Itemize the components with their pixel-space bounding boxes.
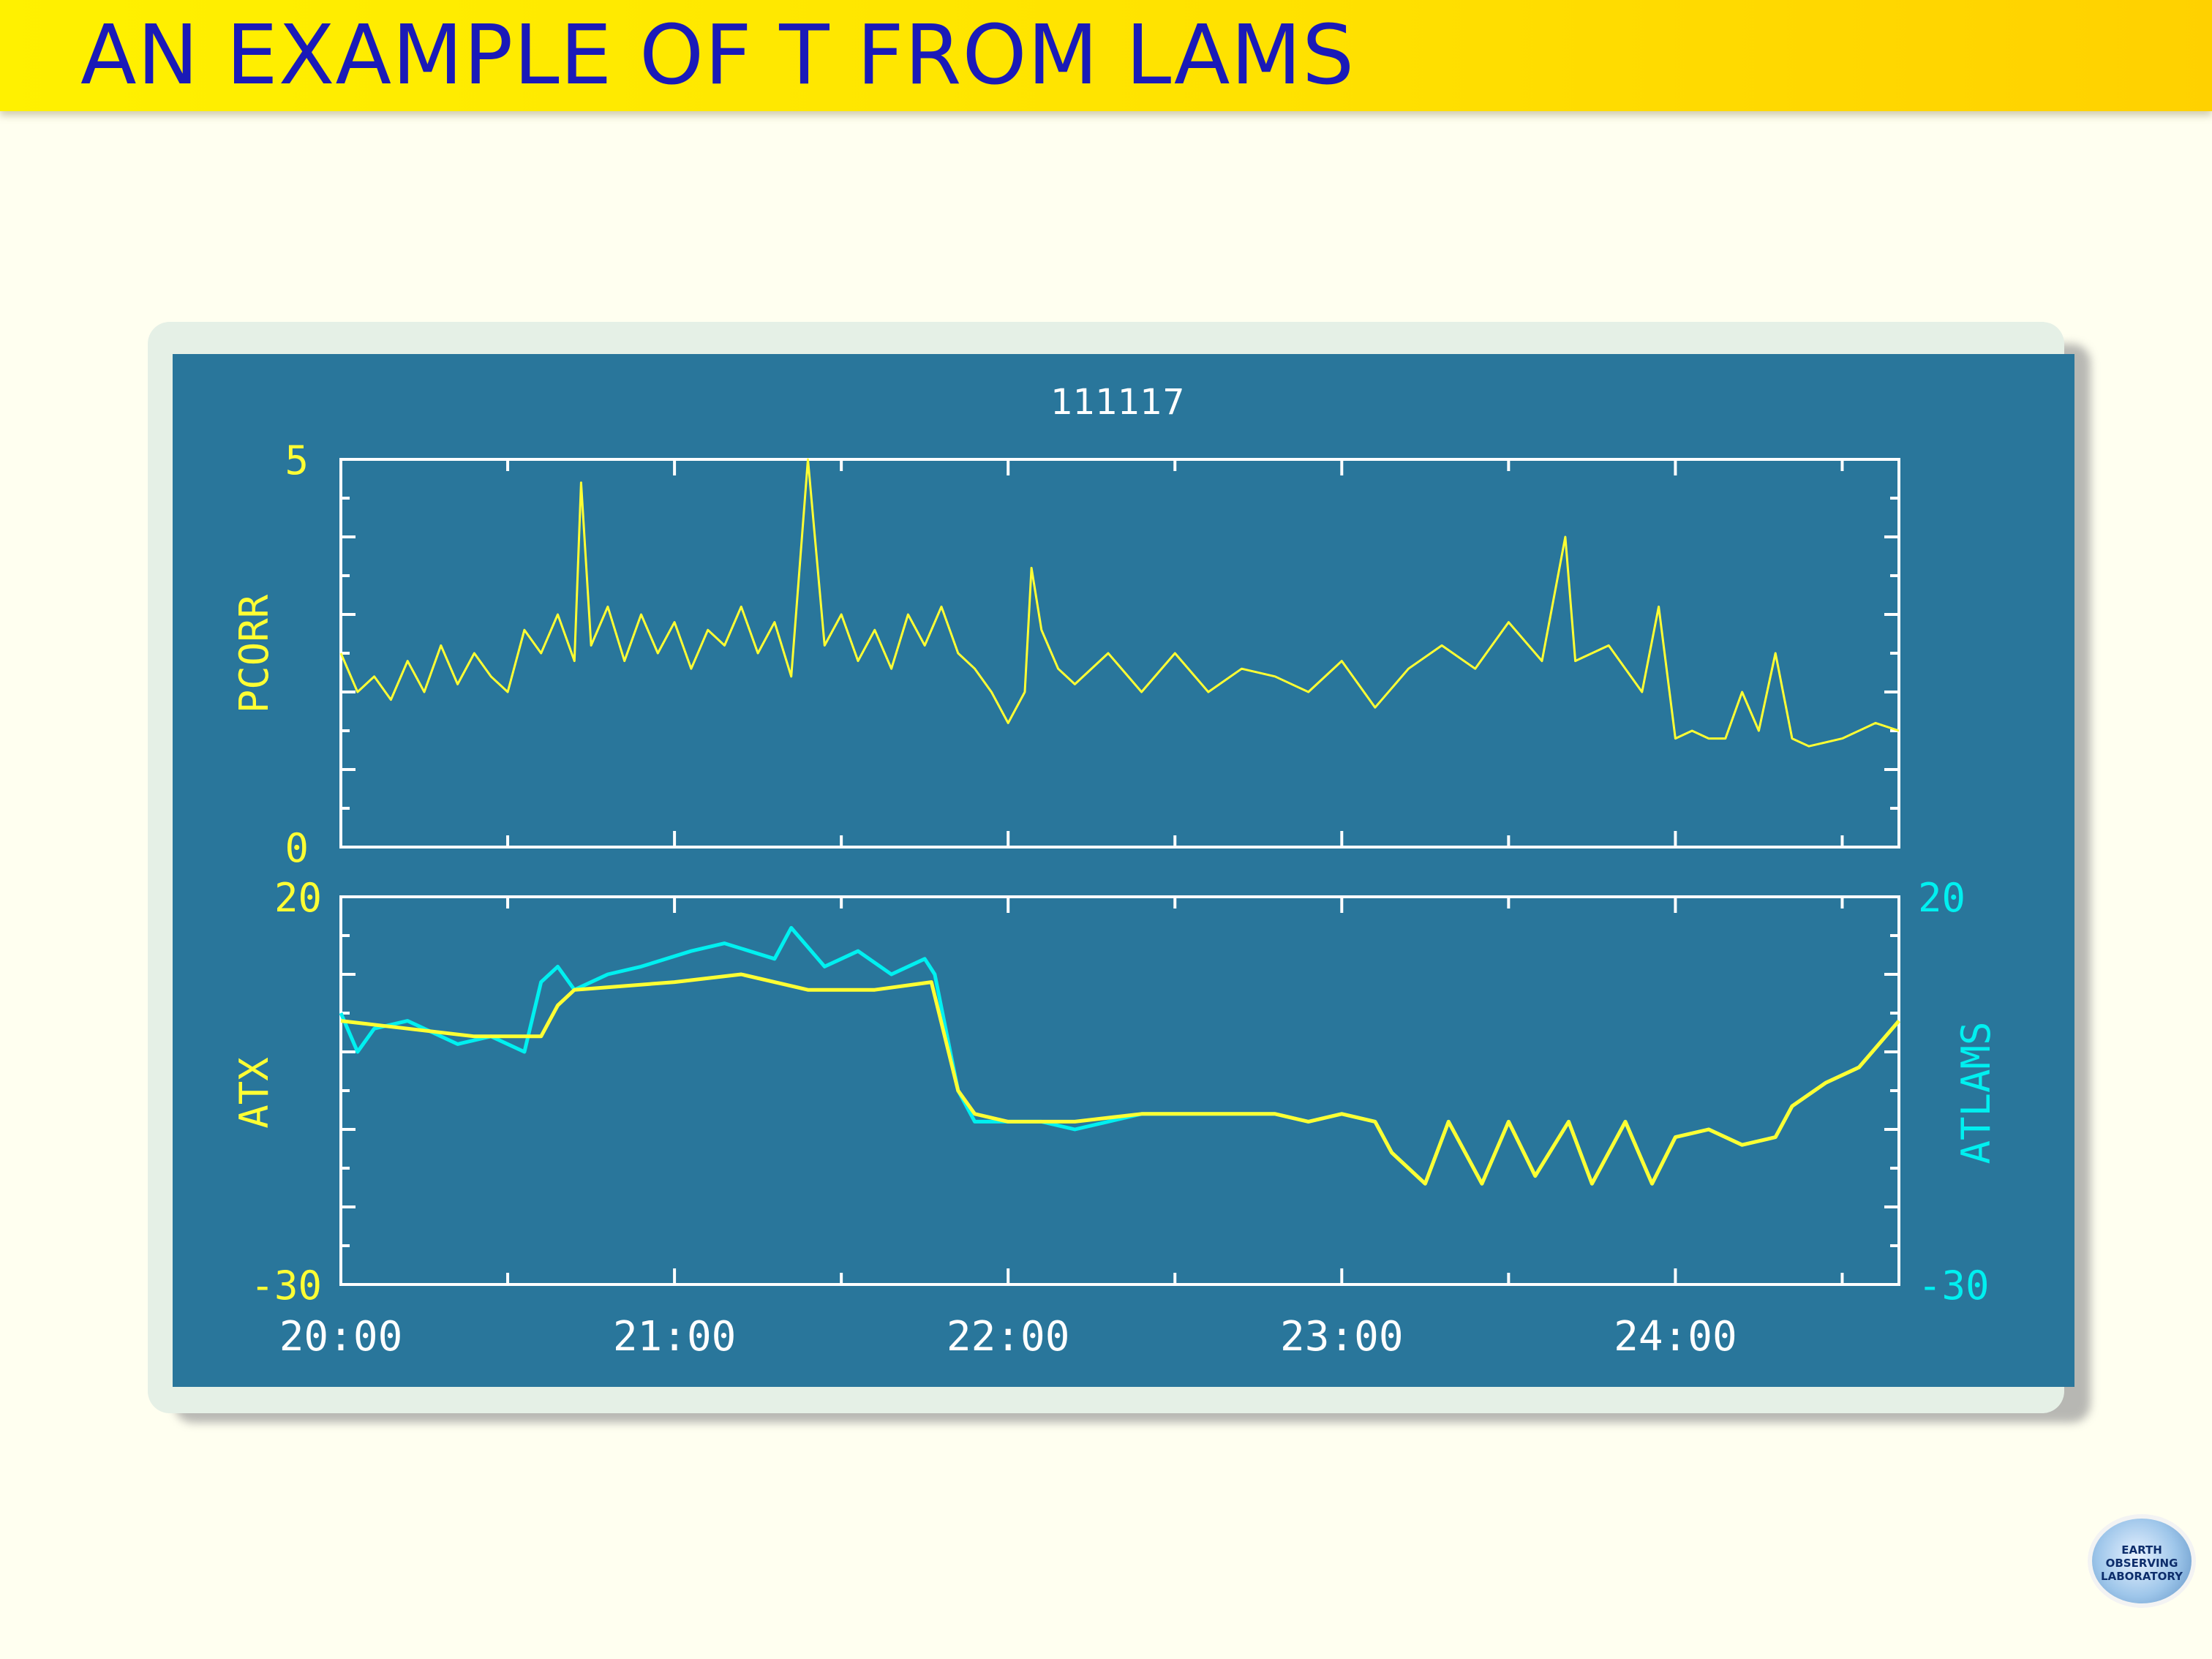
x-tick-label: 22:00 bbox=[947, 1313, 1070, 1361]
slide-title-bar: AN EXAMPLE OF T FROM LAMS bbox=[0, 0, 2212, 111]
earth-observing-laboratory-logo: EARTH OBSERVING LABORATORY bbox=[2092, 1519, 2192, 1603]
x-tick-label: 23:00 bbox=[1280, 1313, 1404, 1361]
top-panel-ticks bbox=[339, 458, 1899, 849]
bottom-panel-ticks bbox=[339, 895, 1899, 1286]
bottom-panel-series bbox=[339, 925, 1900, 1186]
x-axis-tick-labels: 20:00 21:00 22:00 23:00 24:00 bbox=[279, 1313, 1737, 1361]
bottom-panel-axes-box bbox=[339, 895, 1900, 1286]
x-tick-label: 21:00 bbox=[613, 1313, 737, 1361]
top-y-max-label: 5 bbox=[285, 437, 309, 484]
bottom-y-max-label-left: 20 bbox=[274, 875, 322, 921]
top-panel: 5 0 PCORR bbox=[231, 437, 1900, 871]
atlams-axis-label: ATLAMS bbox=[1953, 1021, 1999, 1164]
chart-background bbox=[173, 354, 2074, 1387]
series-line-atx bbox=[340, 972, 1900, 1186]
atx-axis-label: ATX bbox=[231, 1057, 277, 1129]
lams-temperature-chart: 111117 5 0 PCORR 20 -30 20 -30 ATX ATLAM… bbox=[231, 382, 1999, 1361]
top-panel-series bbox=[339, 458, 1900, 748]
top-y-min-label: 0 bbox=[285, 825, 309, 871]
logo-line-2: OBSERVING bbox=[2105, 1557, 2178, 1570]
x-tick-label: 24:00 bbox=[1614, 1313, 1737, 1361]
series-line-pcorr bbox=[339, 458, 1900, 748]
top-panel-title: 111117 bbox=[1050, 382, 1184, 423]
logo-line-1: EARTH bbox=[2121, 1543, 2162, 1557]
slide-title: AN EXAMPLE OF T FROM LAMS bbox=[80, 8, 1355, 103]
bottom-y-min-label-right: -30 bbox=[1918, 1263, 1990, 1309]
logo-line-3: LABORATORY bbox=[2101, 1570, 2183, 1583]
pcorr-axis-label: PCORR bbox=[231, 594, 277, 713]
bottom-y-min-label-left: -30 bbox=[250, 1263, 322, 1309]
bottom-panel: 20 -30 20 -30 ATX ATLAMS bbox=[231, 875, 1999, 1309]
bottom-y-max-label-right: 20 bbox=[1918, 875, 1965, 921]
series-line-atlams bbox=[339, 925, 1900, 1186]
x-tick-label: 20:00 bbox=[279, 1313, 403, 1361]
